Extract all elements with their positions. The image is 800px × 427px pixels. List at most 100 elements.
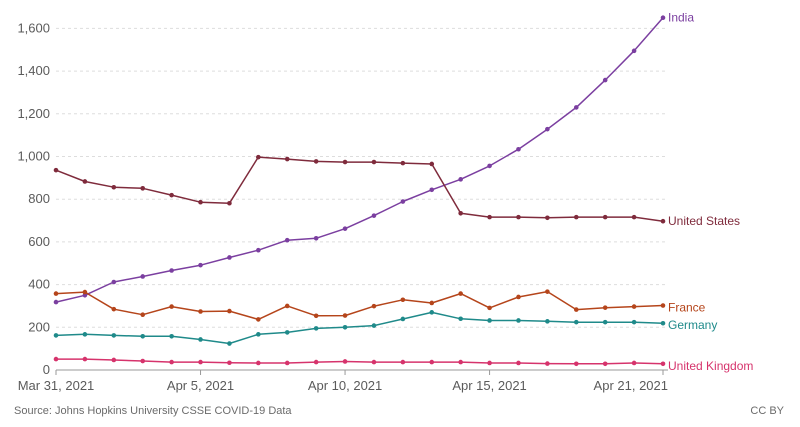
series-line-france bbox=[55, 290, 664, 321]
data-point bbox=[111, 184, 117, 190]
data-point bbox=[313, 359, 319, 365]
data-point bbox=[487, 305, 492, 311]
data-point bbox=[458, 210, 463, 216]
data-point bbox=[573, 105, 579, 110]
series-label: Germany bbox=[668, 318, 717, 332]
x-tick-label: Apr 10, 2021 bbox=[308, 378, 382, 393]
license-link[interactable]: CC BY bbox=[750, 405, 784, 417]
data-point bbox=[227, 255, 232, 260]
data-point bbox=[487, 318, 492, 323]
data-point bbox=[169, 304, 174, 309]
data-point bbox=[169, 268, 174, 273]
data-point bbox=[53, 356, 59, 362]
data-point bbox=[313, 313, 319, 319]
data-point bbox=[602, 305, 608, 310]
data-point bbox=[400, 297, 406, 303]
data-point bbox=[111, 306, 117, 312]
data-point bbox=[284, 330, 290, 335]
data-point bbox=[573, 307, 579, 312]
data-point bbox=[573, 214, 579, 220]
data-point bbox=[487, 360, 492, 366]
data-point bbox=[198, 337, 203, 342]
data-point bbox=[429, 187, 435, 193]
data-point bbox=[631, 360, 637, 366]
data-point bbox=[371, 213, 377, 218]
data-point bbox=[400, 160, 406, 166]
data-point bbox=[429, 300, 435, 306]
data-point bbox=[487, 214, 492, 220]
data-point bbox=[256, 360, 261, 366]
data-point bbox=[342, 359, 348, 364]
y-tick-label: 1,400 bbox=[17, 63, 50, 78]
data-point bbox=[198, 199, 203, 205]
data-point bbox=[545, 361, 550, 366]
data-point bbox=[111, 333, 117, 338]
data-point bbox=[284, 237, 290, 243]
data-point bbox=[284, 156, 290, 162]
data-point bbox=[545, 289, 550, 294]
data-point bbox=[169, 333, 174, 339]
data-point bbox=[429, 161, 435, 167]
data-point bbox=[313, 159, 319, 164]
data-point bbox=[284, 360, 290, 366]
data-point bbox=[602, 214, 608, 220]
y-tick-label: 400 bbox=[28, 277, 50, 292]
series-label: France bbox=[668, 301, 706, 315]
data-point bbox=[227, 360, 232, 366]
data-point bbox=[82, 292, 88, 298]
data-point bbox=[400, 316, 406, 322]
series-label: India bbox=[668, 11, 694, 25]
source-note: Source: Johns Hopkins University CSSE CO… bbox=[14, 405, 292, 417]
data-point bbox=[458, 316, 463, 322]
data-point bbox=[53, 333, 59, 338]
data-point bbox=[516, 318, 521, 323]
data-point bbox=[53, 291, 59, 296]
data-point bbox=[342, 313, 348, 318]
data-point bbox=[169, 192, 174, 198]
data-point bbox=[371, 359, 377, 365]
data-point bbox=[111, 279, 117, 285]
chart-grid bbox=[56, 27, 668, 328]
series-label: United States bbox=[668, 214, 740, 228]
x-tick-label: Mar 31, 2021 bbox=[18, 378, 95, 393]
data-point bbox=[660, 361, 666, 367]
data-point bbox=[140, 358, 146, 364]
data-point bbox=[342, 226, 348, 231]
series-line-india bbox=[55, 17, 664, 303]
data-point bbox=[342, 159, 348, 165]
data-point bbox=[602, 319, 608, 325]
data-point bbox=[660, 15, 666, 21]
data-point bbox=[573, 361, 579, 367]
y-tick-label: 0 bbox=[43, 362, 50, 377]
y-tick-label: 1,000 bbox=[17, 149, 50, 164]
y-tick-label: 200 bbox=[28, 319, 50, 334]
x-tick-label: Apr 15, 2021 bbox=[452, 378, 526, 393]
data-point bbox=[371, 323, 377, 328]
data-point bbox=[516, 294, 521, 300]
x-tick-label: Apr 21, 2021 bbox=[594, 378, 668, 393]
series-line-germany bbox=[55, 311, 664, 345]
y-tick-label: 800 bbox=[28, 191, 50, 206]
data-point bbox=[400, 199, 406, 204]
data-point bbox=[429, 310, 435, 315]
data-point bbox=[602, 77, 608, 83]
data-point bbox=[631, 214, 637, 220]
data-point bbox=[256, 247, 261, 253]
line-chart: 0 200 400 600 800 1,000 1,200 1,400 1,600 Mar 31,… bbox=[17, 11, 753, 393]
data-point bbox=[82, 356, 88, 362]
data-point bbox=[227, 200, 232, 206]
data-point bbox=[284, 303, 290, 309]
data-point bbox=[53, 299, 59, 305]
series-line-united-kingdom bbox=[56, 358, 664, 365]
data-point bbox=[458, 177, 463, 182]
data-point bbox=[631, 319, 637, 325]
data-point bbox=[602, 361, 608, 367]
data-point bbox=[458, 291, 463, 296]
series-label: United Kingdom bbox=[668, 359, 753, 373]
data-point bbox=[140, 274, 146, 279]
data-point bbox=[198, 309, 203, 314]
data-point bbox=[573, 319, 579, 325]
chart-series bbox=[53, 15, 666, 367]
data-point bbox=[169, 359, 174, 365]
series-line-united-states bbox=[55, 156, 664, 222]
